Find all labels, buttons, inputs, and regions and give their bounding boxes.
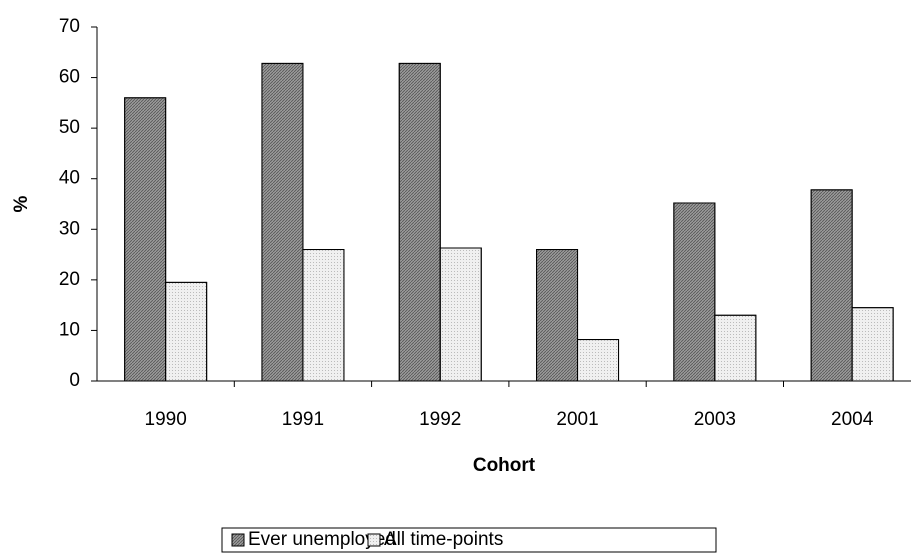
bar-pattern [851, 307, 894, 382]
y-tick-label: 10 [59, 319, 80, 340]
x-tick-label: 2001 [556, 409, 598, 430]
legend-label: Ever unemployed [248, 529, 396, 550]
bar-pattern [810, 189, 853, 382]
y-tick-label: 20 [59, 269, 80, 290]
y-axis-label: % [11, 195, 32, 212]
legend-swatch-pattern [231, 533, 245, 547]
bar-pattern [714, 314, 757, 382]
x-tick-label: 2004 [831, 409, 874, 430]
x-tick-label: 1992 [419, 409, 461, 430]
y-tick-label: 40 [59, 168, 80, 189]
bar-pattern [124, 97, 167, 382]
y-tick-label: 30 [59, 218, 80, 239]
legend-label: All time-points [384, 529, 503, 550]
bar-pattern [261, 62, 304, 382]
x-tick-label: 1990 [145, 409, 187, 430]
x-tick-label: 2003 [694, 409, 736, 430]
x-axis-label: Cohort [473, 455, 536, 476]
bar-pattern [165, 281, 208, 382]
y-tick-label: 50 [59, 117, 80, 138]
x-tick-label: 1991 [282, 409, 324, 430]
bar-pattern [439, 247, 482, 382]
y-tick-label: 0 [69, 370, 80, 391]
bar-pattern [398, 62, 441, 382]
bar-pattern [577, 339, 620, 382]
bar-pattern [536, 249, 579, 382]
legend-box [221, 527, 717, 553]
y-tick-label: 60 [59, 67, 80, 88]
y-tick-label: 70 [59, 16, 80, 37]
bar-pattern [302, 249, 345, 382]
bar-pattern [673, 202, 716, 382]
legend-swatch-pattern [367, 533, 381, 547]
